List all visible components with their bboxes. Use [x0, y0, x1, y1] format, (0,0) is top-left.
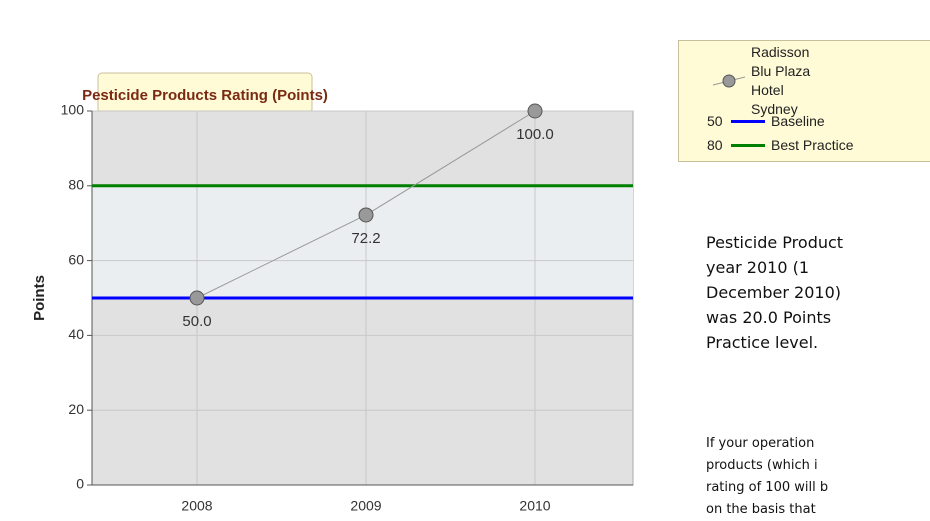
legend-item: 80 Best Practice [707, 137, 853, 153]
x-tick-label: 2010 [519, 498, 550, 514]
legend-value: 80 [707, 137, 723, 153]
legend-item: 50 Baseline [707, 113, 825, 129]
y-tick-label: 20 [68, 401, 84, 417]
target-band [92, 185, 633, 298]
legend-value: 50 [707, 113, 723, 129]
text-line: was 20.0 Points [706, 308, 832, 327]
y-tick-label: 40 [68, 326, 84, 342]
point [527, 103, 543, 119]
text-line: year 2010 (1 [706, 258, 810, 277]
point [189, 290, 205, 306]
legend-item: Radisson Blu Plaza Hotel Sydney [709, 43, 831, 119]
y-tick-label: 100 [61, 102, 85, 118]
legend-swatch [731, 143, 765, 147]
legend-swatch [731, 119, 765, 123]
data-label: 50.0 [182, 313, 211, 330]
data-label: 100.0 [516, 126, 554, 143]
legend-marker [709, 71, 751, 91]
text-line: December 2010) [706, 283, 842, 302]
paragraph: Pesticide Product year 2010 (1 December 20… [706, 230, 843, 355]
x-tick-label: 2008 [181, 498, 212, 514]
text-line: Practice level. [706, 333, 819, 352]
y-axis-label: Points [31, 275, 48, 321]
legend-label: Baseline [771, 113, 825, 129]
legend-icon [712, 74, 746, 88]
text-line: products (which i [706, 458, 818, 473]
y-tick-label: 60 [68, 251, 84, 267]
text-line: rating of 100 will b [706, 480, 829, 495]
text-line: Pesticide Product [706, 233, 844, 252]
y-tick-label: 80 [68, 177, 84, 193]
legend: Radisson Blu Plaza Hotel Sydney 50 Baselin… [678, 40, 930, 162]
x-tick-label: 2009 [350, 498, 381, 514]
paragraph: If your operation products (which i rating… [706, 433, 828, 521]
data-label: 72.2 [351, 230, 380, 247]
legend-label: Best Practice [771, 137, 854, 153]
chart-title: Pesticide Products Rating (Points) [82, 87, 328, 104]
legend-label: Radisson Blu Plaza Hotel Sydney [751, 44, 811, 117]
chart: Pesticide Products Rating (Points) Point… [31, 72, 634, 514]
point [358, 207, 374, 223]
y-tick-label: 0 [76, 476, 84, 492]
text-line: on the basis that [706, 502, 816, 517]
text-line: If your operation [706, 436, 815, 451]
